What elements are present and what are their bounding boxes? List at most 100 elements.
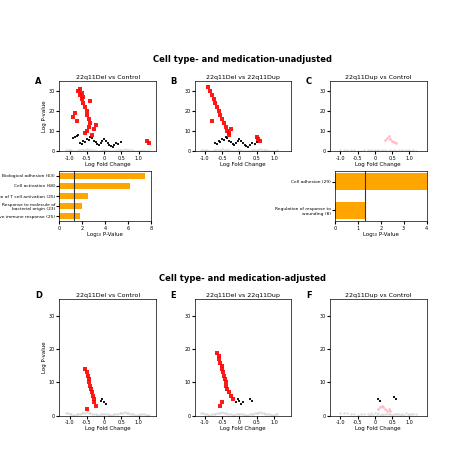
Text: A: A (35, 77, 42, 85)
Point (258, 146, 266, 154)
Point (255, 409, 262, 417)
Point (232, 147, 240, 155)
Text: B: B (171, 77, 177, 85)
Point (93, 141, 101, 148)
Point (206, 411, 214, 418)
Bar (59, 213, 80, 219)
Point (88, 135, 96, 142)
Point (114, 147, 122, 154)
Point (114, 141, 122, 148)
Point (118, 146, 125, 154)
Point (107, 411, 115, 419)
Title: 22q11Dup vs Control: 22q11Dup vs Control (345, 293, 411, 297)
Point (66, 147, 73, 154)
Point (74, 410, 82, 417)
Point (378, 410, 385, 417)
Point (83, 112, 91, 119)
Point (90, 410, 98, 417)
Point (83, 405, 91, 413)
Point (227, 410, 235, 418)
Point (251, 141, 259, 148)
Point (350, 410, 358, 417)
Point (383, 135, 391, 142)
Point (82, 409, 89, 417)
Point (219, 369, 227, 376)
Point (64, 410, 72, 417)
Point (393, 147, 401, 155)
Point (89, 392, 97, 399)
Point (99, 410, 106, 417)
Point (385, 410, 392, 418)
Point (112, 410, 120, 417)
Point (382, 405, 389, 413)
Point (382, 147, 389, 154)
Point (225, 410, 233, 417)
Point (91, 122, 99, 129)
Point (80, 138, 87, 145)
Point (85, 137, 92, 144)
Point (71, 110, 79, 117)
Point (84, 372, 91, 380)
Point (249, 410, 257, 417)
Point (67, 147, 75, 154)
Point (397, 147, 404, 155)
Point (374, 410, 382, 417)
Point (126, 147, 134, 154)
Point (82, 139, 89, 146)
Point (229, 395, 237, 403)
Point (383, 410, 391, 418)
Point (106, 411, 113, 418)
Point (241, 142, 248, 149)
Point (248, 397, 255, 404)
Point (121, 409, 128, 416)
Point (268, 411, 276, 419)
Point (409, 147, 417, 154)
Point (229, 411, 237, 418)
Point (246, 410, 254, 418)
Point (95, 411, 103, 418)
Point (260, 146, 267, 154)
Point (137, 410, 144, 418)
Point (119, 146, 127, 154)
Point (104, 140, 111, 147)
Point (251, 410, 259, 417)
Point (119, 409, 127, 417)
Point (239, 410, 247, 418)
Point (208, 118, 216, 125)
Point (220, 137, 228, 144)
Point (397, 411, 404, 418)
Point (85, 116, 92, 123)
Point (367, 410, 375, 417)
Text: Cell type- and medication-adjusted: Cell type- and medication-adjusted (159, 274, 327, 283)
Point (246, 142, 254, 149)
Point (382, 410, 389, 417)
Point (203, 410, 210, 417)
Point (263, 147, 271, 154)
Point (364, 410, 372, 417)
Point (82, 104, 89, 111)
Point (374, 146, 382, 154)
Point (373, 147, 380, 155)
Point (69, 135, 77, 142)
Point (109, 147, 117, 155)
Point (412, 410, 420, 418)
Point (272, 147, 280, 155)
Point (387, 136, 394, 143)
Point (208, 410, 216, 418)
Point (340, 146, 347, 154)
Point (85, 124, 92, 131)
Point (265, 147, 273, 155)
Point (64, 146, 72, 154)
Point (142, 147, 149, 155)
Point (83, 108, 91, 115)
Point (262, 410, 269, 417)
Point (83, 409, 91, 416)
Point (118, 139, 125, 146)
Point (213, 410, 221, 417)
Point (130, 410, 137, 418)
X-axis label: Log Fold Change: Log Fold Change (85, 162, 130, 167)
Point (376, 397, 384, 404)
Point (383, 407, 391, 414)
Point (270, 147, 278, 155)
Point (106, 142, 113, 149)
